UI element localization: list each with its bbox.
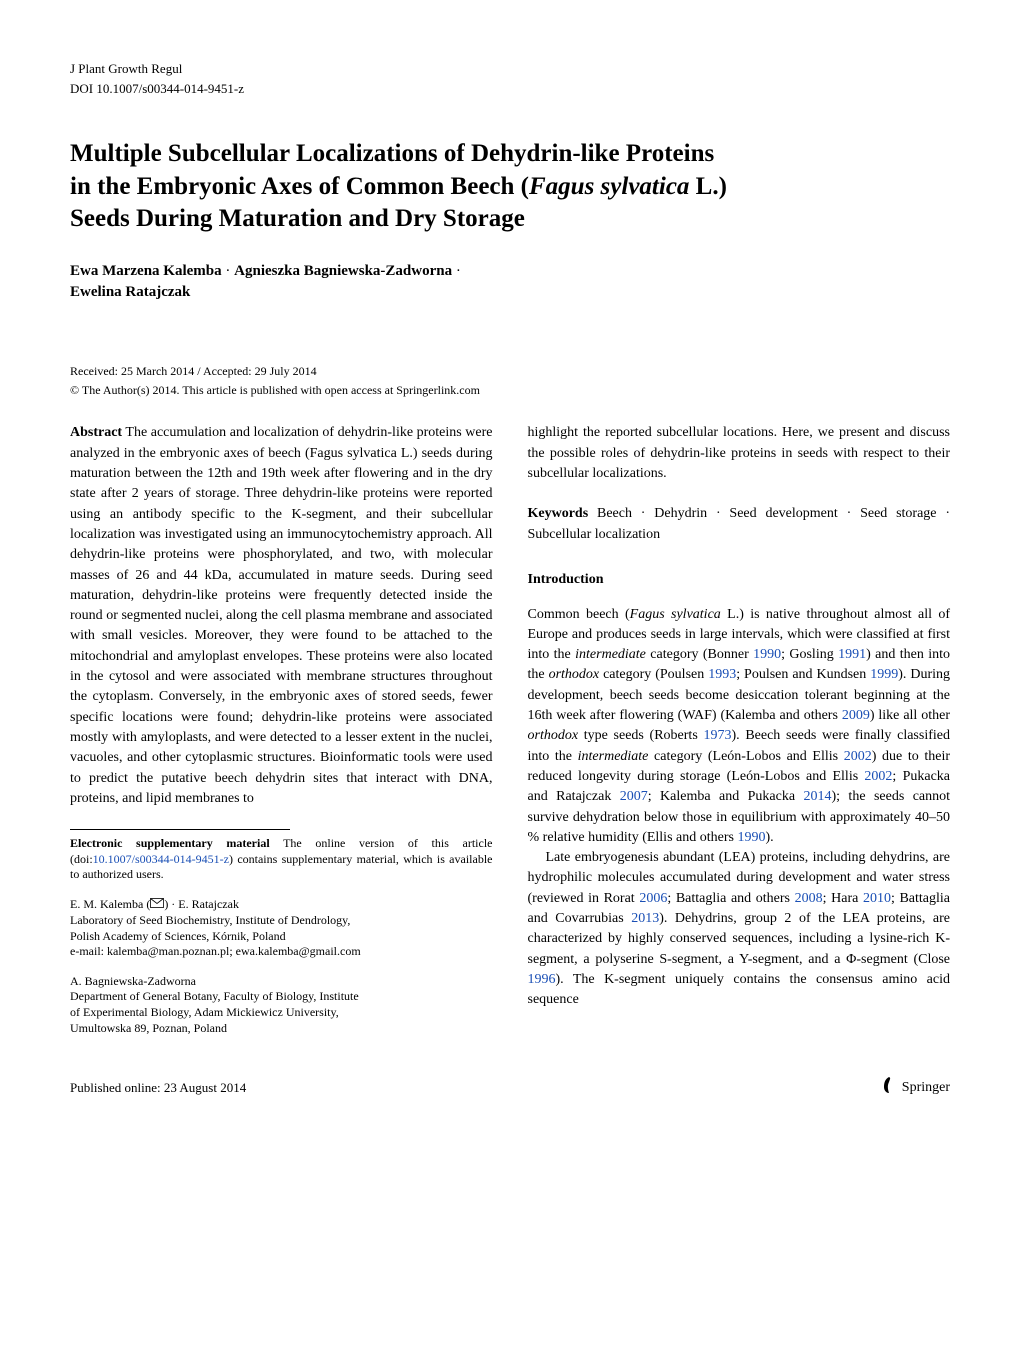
author-2: Agnieszka Bagniewska-Zadworna <box>234 263 452 279</box>
abstract-right-text: highlight the reported subcellular locat… <box>528 423 951 484</box>
intro-p2-c: ; Hara <box>823 891 863 906</box>
abstract-left-text: The accumulation and localization of deh… <box>70 425 493 805</box>
title-species: Fagus sylvatica <box>529 173 689 200</box>
springer-icon <box>880 1076 898 1099</box>
intro-p1-c: category (Bonner <box>646 647 753 662</box>
intro-p1-l: category (León-Lobos and Ellis <box>648 749 843 764</box>
left-column: Abstract The accumulation and localizati… <box>70 423 493 1036</box>
intro-p2-l5[interactable]: 1996 <box>528 972 556 987</box>
divider <box>70 829 290 830</box>
intro-p1-l10[interactable]: 2014 <box>803 789 831 804</box>
intro-paragraph-2: Late embryogenesis abundant (LEA) protei… <box>528 848 951 1010</box>
intro-p2-l4[interactable]: 2013 <box>631 911 659 926</box>
intro-p1-o: ; Kalemba and Pukacka <box>648 789 804 804</box>
intro-p1-i4: orthodox <box>528 728 579 743</box>
intro-paragraph-1: Common beech (Fagus sylvatica L.) is nat… <box>528 605 951 849</box>
introduction-heading: Introduction <box>528 570 951 590</box>
intro-p1-a: Common beech ( <box>528 607 630 622</box>
author-3: Ewelina Ratajczak <box>70 284 190 300</box>
published-online: Published online: 23 August 2014 <box>70 1079 246 1097</box>
journal-name: J Plant Growth Regul <box>70 60 950 78</box>
intro-p1-i: ) like all other <box>870 708 950 723</box>
intro-p1-i2: intermediate <box>575 647 646 662</box>
article-dates: Received: 25 March 2014 / Accepted: 29 J… <box>70 363 950 380</box>
abstract-label: Abstract <box>70 425 122 440</box>
intro-p1-l9[interactable]: 2007 <box>620 789 648 804</box>
affil1-line3: Polish Academy of Sciences, Kórnik, Pola… <box>70 929 286 943</box>
intro-p1-l3[interactable]: 1993 <box>708 667 736 682</box>
title-line2-post: L.) <box>689 173 727 200</box>
intro-p1-i1: Fagus sylvatica <box>630 607 721 622</box>
affil1-line1a: E. M. Kalemba ( <box>70 897 150 911</box>
keywords: Keywords Beech · Dehydrin · Seed develop… <box>528 504 951 545</box>
title-line1: Multiple Subcellular Localizations of De… <box>70 140 714 167</box>
envelope-icon <box>150 897 164 913</box>
article-title: Multiple Subcellular Localizations of De… <box>70 138 950 236</box>
intro-p2-l3[interactable]: 2010 <box>863 891 891 906</box>
affiliation-2: A. Bagniewska-Zadworna Department of Gen… <box>70 974 493 1036</box>
intro-p2-l1[interactable]: 2006 <box>639 891 667 906</box>
two-column-layout: Abstract The accumulation and localizati… <box>70 423 950 1036</box>
affil1-line2: Laboratory of Seed Biochemistry, Institu… <box>70 913 350 927</box>
intro-p1-l11[interactable]: 1990 <box>737 830 765 845</box>
supplementary-material: Electronic supplementary material The on… <box>70 836 493 883</box>
affil2-line1: A. Bagniewska-Zadworna <box>70 974 196 988</box>
right-column: highlight the reported subcellular locat… <box>528 423 951 1036</box>
author-sep: · <box>452 263 461 279</box>
springer-logo: Springer <box>880 1076 950 1099</box>
abstract-paragraph: Abstract The accumulation and localizati… <box>70 423 493 809</box>
affiliation-1: E. M. Kalemba ( ) · E. Ratajczak Laborato… <box>70 897 493 960</box>
keywords-text: Beech · Dehydrin · Seed development · Se… <box>528 506 951 541</box>
intro-p2-l2[interactable]: 2008 <box>795 891 823 906</box>
intro-p1-d: ; Gosling <box>781 647 838 662</box>
affil1-line1b: ) · E. Ratajczak <box>164 897 239 911</box>
author-list: Ewa Marzena Kalemba · Agnieszka Bagniews… <box>70 261 950 303</box>
copyright: © The Author(s) 2014. This article is pu… <box>70 382 950 399</box>
intro-p2-f: ). The K-segment uniquely contains the c… <box>528 972 951 1007</box>
affil2-line2: Department of General Botany, Faculty of… <box>70 989 359 1003</box>
intro-p2-b: ; Battaglia and others <box>667 891 794 906</box>
intro-p1-i5: intermediate <box>578 749 649 764</box>
intro-p1-f: category (Poulsen <box>599 667 708 682</box>
page-footer: Published online: 23 August 2014 Springe… <box>70 1076 950 1099</box>
intro-p1-l2[interactable]: 1991 <box>838 647 866 662</box>
intro-p1-i3: orthodox <box>549 667 600 682</box>
doi: DOI 10.1007/s00344-014-9451-z <box>70 80 950 98</box>
title-line2-pre: in the Embryonic Axes of Common Beech ( <box>70 173 529 200</box>
supp-doi-link[interactable]: 10.1007/s00344-014-9451-z <box>93 852 229 866</box>
affil1-line4: e-mail: kalemba@man.poznan.pl; ewa.kalem… <box>70 944 361 958</box>
author-1: Ewa Marzena Kalemba <box>70 263 222 279</box>
title-line3: Seeds During Maturation and Dry Storage <box>70 205 525 232</box>
intro-p1-l5[interactable]: 2009 <box>842 708 870 723</box>
intro-p1-l8[interactable]: 2002 <box>864 769 892 784</box>
intro-p1-g: ; Poulsen and Kundsen <box>736 667 870 682</box>
author-sep: · <box>222 263 235 279</box>
intro-p1-l7[interactable]: 2002 <box>844 749 872 764</box>
supp-label: Electronic supplementary material <box>70 836 270 850</box>
affil2-line4: Umultowska 89, Poznan, Poland <box>70 1021 227 1035</box>
intro-p1-q: ). <box>765 830 773 845</box>
intro-p1-l1[interactable]: 1990 <box>753 647 781 662</box>
springer-text: Springer <box>902 1078 950 1098</box>
intro-p1-l6[interactable]: 1973 <box>703 728 731 743</box>
affil2-line3: of Experimental Biology, Adam Mickiewicz… <box>70 1005 339 1019</box>
page-header: J Plant Growth Regul DOI 10.1007/s00344-… <box>70 60 950 98</box>
intro-p1-j: type seeds (Roberts <box>578 728 703 743</box>
keywords-label: Keywords <box>528 506 589 521</box>
intro-p1-l4[interactable]: 1999 <box>870 667 898 682</box>
